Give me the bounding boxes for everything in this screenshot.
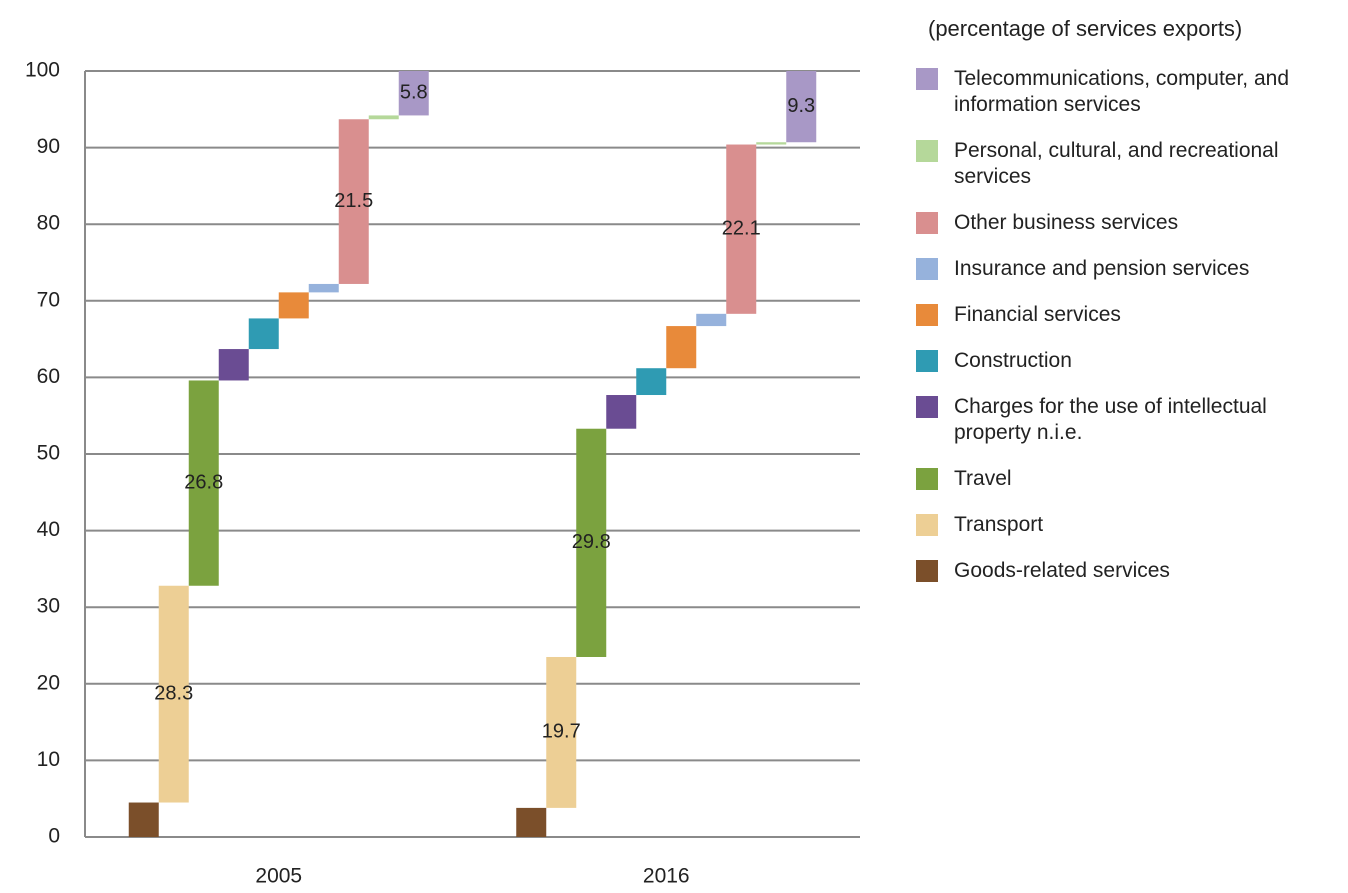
legend-label: Travel	[954, 467, 1012, 490]
y-tick-label: 30	[37, 595, 60, 618]
bar-segment	[576, 428, 607, 657]
data-label: 9.3	[787, 95, 815, 117]
legend-swatch	[916, 396, 938, 418]
bar-segment	[786, 71, 817, 143]
legend-swatch	[916, 304, 938, 326]
bar-segment	[188, 380, 219, 586]
legend-label: Construction	[954, 349, 1072, 372]
y-tick-label: 20	[37, 671, 60, 694]
bar-segment	[308, 283, 339, 293]
legend-label: Transport	[954, 513, 1044, 536]
legend-label: Personal, cultural, and recreational ser…	[954, 139, 1279, 188]
legend-swatch	[916, 560, 938, 582]
legend-swatch	[916, 468, 938, 490]
y-tick-label: 80	[37, 212, 60, 235]
bar-segment	[368, 115, 399, 120]
legend-swatch	[916, 350, 938, 372]
legend-swatch	[916, 258, 938, 280]
bar-segment	[278, 292, 309, 319]
subtitle: (percentage of services exports)	[928, 16, 1243, 41]
x-tick-label: 2005	[255, 865, 302, 888]
legend-swatch	[916, 514, 938, 536]
legend-label: Charges for the use of intellectual prop…	[954, 395, 1267, 444]
bar-segment	[248, 318, 279, 350]
legend-item: Goods-related services	[910, 558, 1340, 584]
legend-item: Travel	[910, 466, 1340, 492]
legend-item: Transport	[910, 512, 1340, 538]
data-label: 28.3	[154, 682, 193, 704]
bar-segment	[338, 119, 369, 284]
y-tick-label: 60	[37, 365, 60, 388]
legend-item: Charges for the use of intellectual prop…	[910, 394, 1340, 446]
bar-segment	[756, 142, 787, 145]
data-label: 22.1	[722, 217, 761, 239]
legend-label: Goods-related services	[954, 559, 1170, 582]
legend-item: Insurance and pension services	[910, 256, 1340, 282]
legend-item: Financial services	[910, 302, 1340, 328]
y-tick-label: 40	[37, 518, 60, 541]
legend: Telecommunications, computer, and inform…	[910, 66, 1340, 604]
data-label: 21.5	[334, 190, 373, 212]
legend-label: Insurance and pension services	[954, 257, 1250, 280]
legend-item: Personal, cultural, and recreational ser…	[910, 138, 1340, 190]
legend-item: Construction	[910, 348, 1340, 374]
chart: 0 10 20 30 40 50 60 70 80 90 100 2005 28.3 26.8 21.5 5.…	[25, 59, 860, 888]
y-tick-label: 10	[37, 748, 60, 771]
legend-label: Financial services	[954, 303, 1121, 326]
bar-segment	[158, 585, 189, 803]
data-label: 26.8	[184, 471, 223, 493]
legend-swatch	[916, 140, 938, 162]
y-tick-label: 50	[37, 442, 60, 465]
y-tick-label: 90	[37, 135, 60, 158]
data-label: 29.8	[572, 531, 611, 553]
bar-segment	[726, 144, 757, 314]
data-label: 19.7	[542, 721, 581, 743]
bar-segment	[666, 326, 697, 369]
legend-swatch	[916, 68, 938, 90]
legend-item: Other business services	[910, 210, 1340, 236]
bar-segment	[516, 807, 547, 837]
legend-label: Telecommunications, computer, and inform…	[954, 67, 1290, 116]
legend-item: Telecommunications, computer, and inform…	[910, 66, 1340, 118]
bar-segment	[696, 313, 727, 327]
legend-swatch	[916, 212, 938, 234]
y-tick-label: 100	[25, 59, 60, 82]
y-tick-label: 70	[37, 288, 60, 311]
bar-segment	[546, 656, 577, 808]
bar-segment	[398, 71, 429, 116]
bar-segment	[636, 368, 667, 396]
x-tick-label: 2016	[643, 865, 690, 888]
legend-label: Other business services	[954, 211, 1179, 234]
bar-segment	[128, 802, 159, 837]
bar-segment	[218, 349, 249, 381]
y-tick-label: 0	[48, 825, 60, 848]
bar-segment	[606, 395, 637, 429]
data-label: 5.8	[400, 81, 428, 103]
